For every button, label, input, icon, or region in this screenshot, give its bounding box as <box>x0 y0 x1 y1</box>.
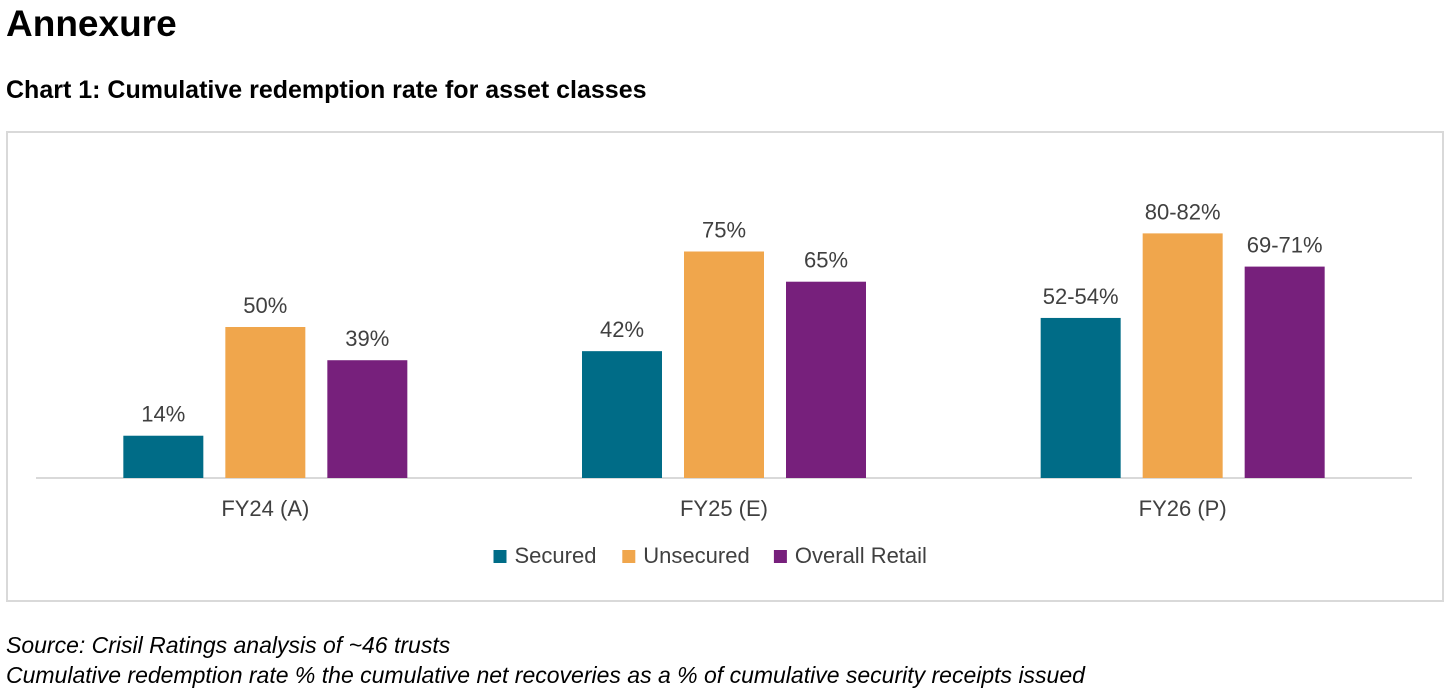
data-label: 39% <box>345 326 389 351</box>
legend-label: Unsecured <box>643 543 749 568</box>
data-label: 75% <box>702 218 746 243</box>
bar-unsecured-1 <box>225 327 306 478</box>
data-label: 42% <box>600 317 644 342</box>
bar-secured-3 <box>1040 317 1121 478</box>
x-tick-label: FY24 (A) <box>221 496 309 521</box>
data-label: 14% <box>141 402 185 427</box>
bar-unsecured-2 <box>684 251 764 478</box>
data-label: 65% <box>804 248 848 273</box>
chart-frame: 14% 50% 39% FY24 (A) 42% 75% 65% FY25 (E) 52-54%… <box>6 131 1444 602</box>
legend-swatch-overall-retail <box>773 550 787 563</box>
bar-overall-retail-1 <box>327 360 408 478</box>
x-tick-label: FY26 (P) <box>1139 496 1227 521</box>
definition-note: Cumulative redemption rate % the cumulat… <box>6 662 1085 688</box>
page-heading: Annexure <box>6 3 177 44</box>
chart-title: Chart 1: Cumulative redemption rate for … <box>6 76 647 104</box>
legend-swatch-secured <box>493 550 507 563</box>
legend-label: Overall Retail <box>795 543 927 568</box>
bar-unsecured-3 <box>1142 233 1223 478</box>
x-tick-label: FY25 (E) <box>680 496 768 521</box>
legend-label: Secured <box>515 543 597 568</box>
bar-overall-retail-2 <box>786 281 866 478</box>
data-label: 69-71% <box>1247 233 1323 258</box>
bar-secured-2 <box>582 351 662 478</box>
data-label: 80-82% <box>1145 199 1221 224</box>
data-label: 50% <box>243 293 287 318</box>
bar-overall-retail-3 <box>1244 266 1325 478</box>
bar-chart: 14% 50% 39% FY24 (A) 42% 75% 65% FY25 (E) 52-54%… <box>36 199 1412 568</box>
bar-secured-1 <box>123 435 204 478</box>
data-label: 52-54% <box>1043 284 1119 309</box>
source-note: Source: Crisil Ratings analysis of ~46 t… <box>6 632 451 658</box>
legend-swatch-unsecured <box>622 550 636 563</box>
